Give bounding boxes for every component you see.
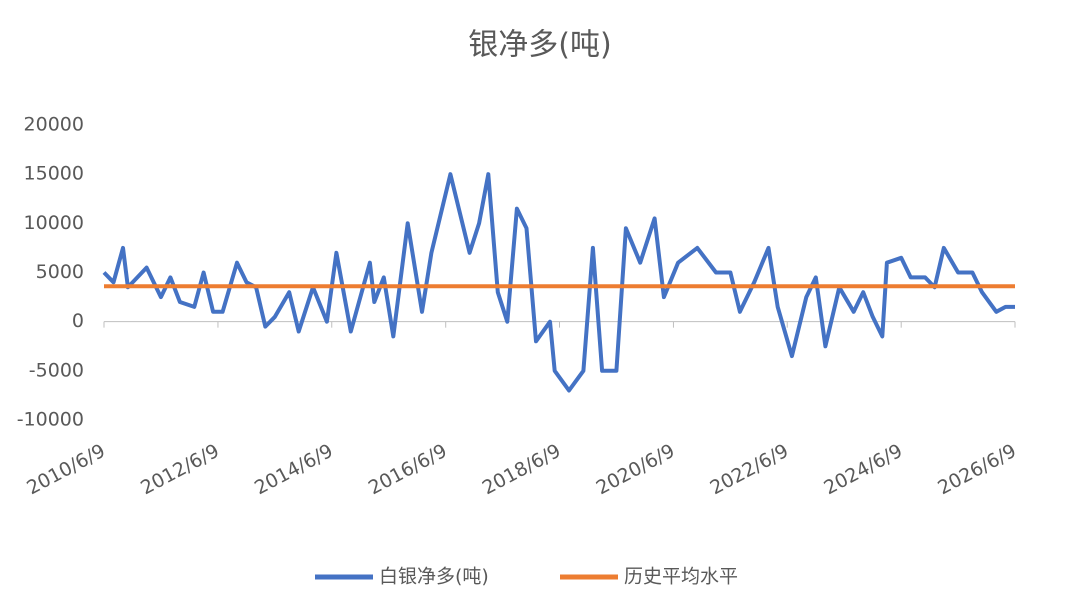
y-tick-label: -5000 (29, 359, 84, 381)
x-tick-label: 2010/6/9 (23, 440, 109, 499)
x-tick-label: 2024/6/9 (820, 440, 906, 499)
x-tick-label: 2026/6/9 (934, 440, 1020, 499)
x-tick-label: 2020/6/9 (593, 440, 679, 499)
y-tick-label: 20000 (24, 114, 84, 136)
series-line (102, 172, 1015, 393)
x-tick-label: 2014/6/9 (251, 440, 337, 499)
y-tick-label: 15000 (24, 163, 84, 185)
x-tick-label: 2016/6/9 (365, 440, 451, 499)
x-tick-label: 2018/6/9 (479, 440, 565, 499)
chart-title: 银净多(吨) (468, 28, 611, 63)
legend-label: 历史平均水平 (624, 566, 738, 588)
y-tick-label: 5000 (36, 261, 84, 283)
x-tick-label: 2022/6/9 (706, 440, 792, 499)
y-tick-label: -10000 (17, 409, 84, 431)
x-tick-label: 2012/6/9 (137, 440, 223, 499)
legend-label: 白银净多(吨) (379, 566, 489, 588)
y-tick-label: 10000 (24, 212, 84, 234)
y-tick-label: 0 (72, 310, 84, 332)
